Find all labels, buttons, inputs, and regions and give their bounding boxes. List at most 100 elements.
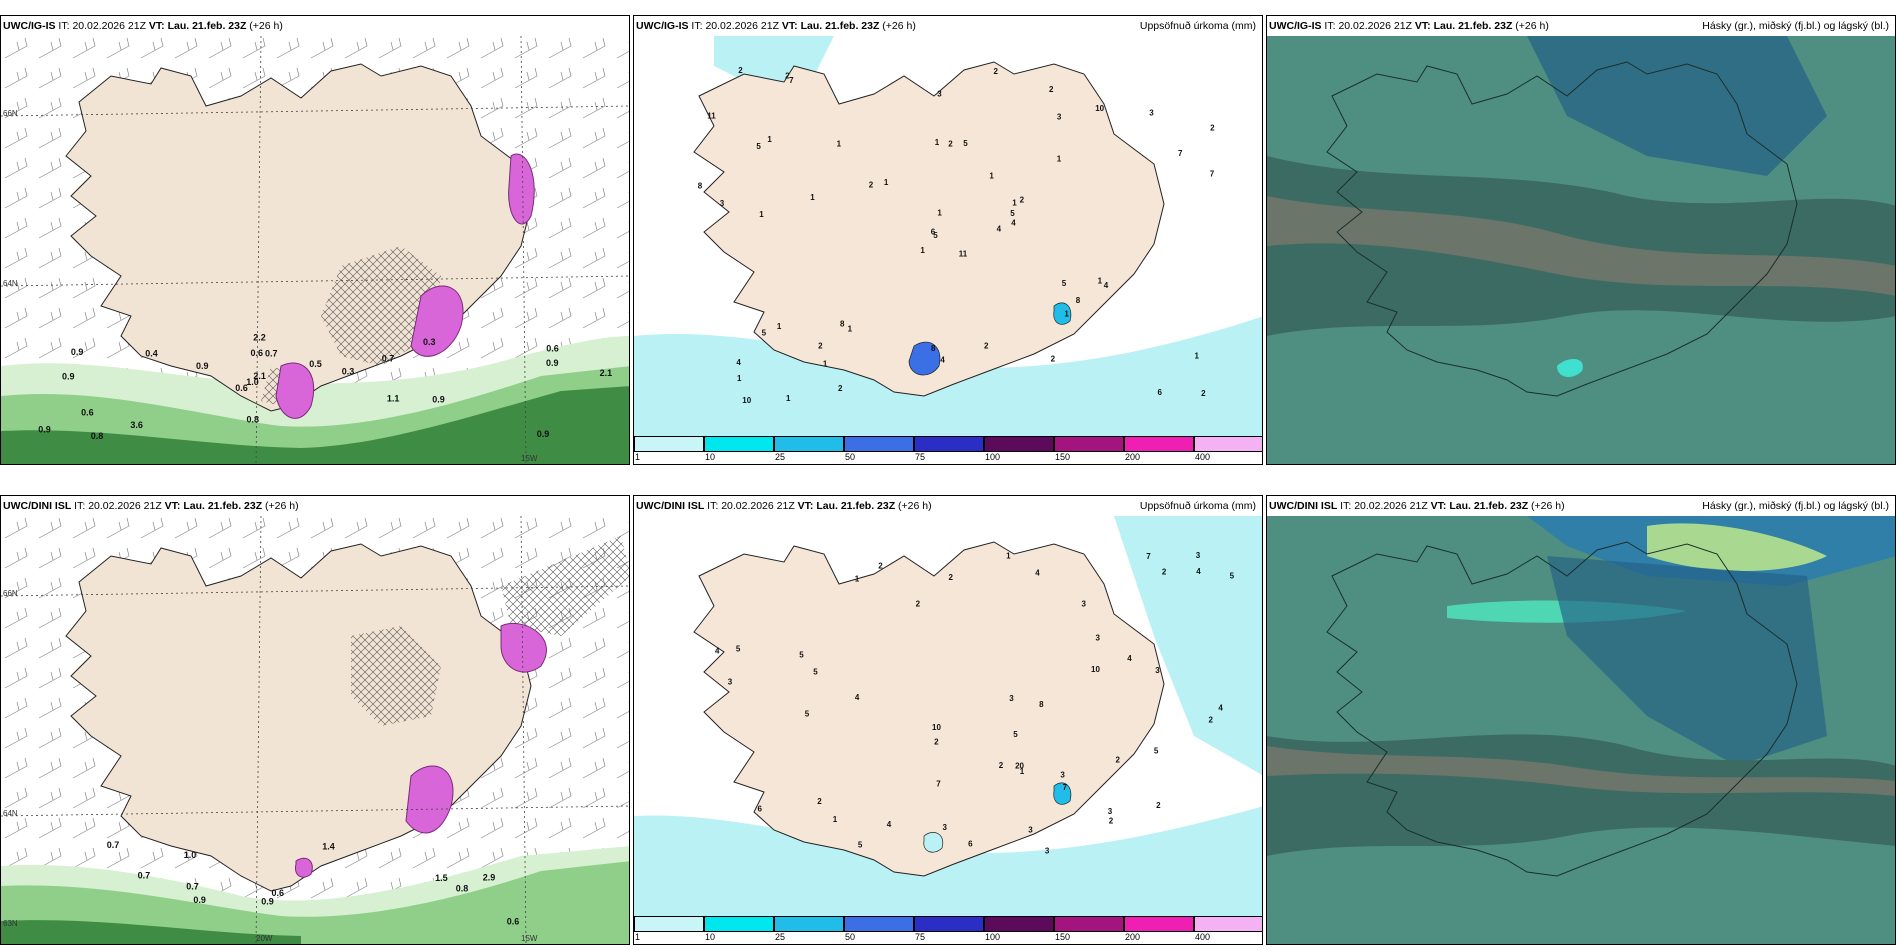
iceland-landmass [693,61,1165,397]
colorbar: 1 10 25 50 75 100 150 200 400 [634,916,1262,944]
colorbar-tick-label: 200 [1125,452,1141,462]
value-label: 0.8 [456,884,469,894]
value-label: 0.7 [186,882,199,892]
value-label: 5 [1154,747,1159,756]
value-label: 8 [931,344,936,353]
value-label: 1 [937,208,942,217]
model-name: UWC/IG-IS [3,20,56,32]
value-label: 10 [742,396,751,405]
value-label: 0.9 [537,429,550,439]
precip-area-east [1114,516,1262,775]
value-label: 5 [963,139,968,148]
cloud-map [1267,36,1895,464]
value-label: 0.8 [91,431,104,441]
value-label: 1 [855,574,860,583]
value-label: 0.9 [62,371,75,381]
value-label: 1 [1195,352,1200,361]
value-labels: 0.90.90.60.60.70.80.60.50.60.90.9 3.60.70… [38,332,612,441]
value-label: 2 [869,181,874,190]
colorbar-swatch [704,436,774,452]
model-name: UWC/DINI ISL [1269,500,1338,512]
cloud-spot [1557,359,1583,378]
panel-header: UWC/DINI ISL IT: 20.02.2026 21Z VT: Lau.… [1,496,629,516]
value-label: 2 [1020,196,1025,205]
value-label: 2 [817,797,822,806]
value-label: 5 [858,840,863,849]
colorbar-tick-label: 150 [1055,932,1071,942]
value-label: 2 [1209,716,1214,725]
value-label: 5 [799,650,804,659]
wind-map: 66N 64N 63N 20W 15W 0.60.70.70.80.61.00.… [1,516,629,944]
map-panel-bottom-left: UWC/DINI ISL IT: 20.02.2026 21Z VT: Lau.… [0,495,630,945]
value-label: 4 [940,356,945,365]
lead-time: (+26 h) [249,20,283,32]
value-label: 1 [1020,767,1025,776]
value-label: 5 [1013,730,1018,739]
lon-label: 15W [521,454,538,463]
value-label: 0.9 [196,361,209,371]
value-label: 3 [1108,807,1113,816]
colorbar-swatch [844,916,914,932]
vt-label: VT: [148,20,165,32]
snow-hatch-ne [501,536,629,636]
iceland-landmass [693,541,1165,877]
colorbar-tick-label: 200 [1125,932,1141,942]
value-label: 1 [786,394,791,403]
value-label: 0.8 [247,415,260,425]
lat-label: 63N [3,919,18,928]
colorbar-swatch [634,916,704,932]
mixed-precip-area-east [500,622,547,673]
precip-band-dark [1,920,301,944]
precip-max-south [923,832,944,853]
model-name: UWC/DINI ISL [3,500,72,512]
value-label: 0.9 [71,347,84,357]
value-label: 5 [933,231,938,240]
colorbar-swatch [774,436,844,452]
precip-max-south [908,341,941,376]
value-label: 1 [884,178,889,187]
value-label: 5 [1230,571,1235,580]
value-label: 2 [1201,389,1206,398]
value-label: 0.7 [107,840,120,850]
panel-header: UWC/DINI ISL IT: 20.02.2026 21Z VT: Lau.… [634,496,1262,516]
value-label: 10 [932,723,941,732]
value-label: 4 [736,358,741,367]
value-label: 0.6 [272,888,285,898]
value-label: 1 [777,322,782,331]
value-label: 3 [728,678,733,687]
value-label: 1 [767,135,772,144]
value-label: 2.1 [600,368,613,378]
colorbar-swatch [844,436,914,452]
panel-title: Uppsöfnuð úrkoma (mm) [1139,500,1256,512]
value-label: 1 [1064,310,1069,319]
lead-time: (+26 h) [1531,500,1565,512]
colorbar-swatch [1194,436,1262,452]
value-label: 2.1 [253,371,266,381]
mixed-precip-area-east [508,153,535,225]
value-label: 2 [948,139,953,148]
colorbar-tick-label: 50 [845,932,856,942]
panel-header: UWC/IG-IS IT: 20.02.2026 21Z VT: Lau. 21… [1267,16,1895,36]
value-label: 2 [1210,123,1215,132]
cloud-high-layer-central [1547,556,1827,766]
model-name: UWC/IG-IS [636,20,689,32]
colorbar-swatch [634,436,704,452]
value-label: 5 [736,644,741,653]
colorbar-swatch [1124,916,1194,932]
value-label: 1.5 [435,873,448,883]
lon-label: 20W [256,934,273,943]
init-time: 20.02.2026 21Z [1338,20,1412,32]
value-label: 4 [1104,281,1109,290]
valid-time: Lau. 21.feb. 23Z [800,20,880,32]
it-label: IT: [1324,20,1336,32]
colorbar: 1 10 25 50 75 100 150 200 400 [634,436,1262,464]
colorbar-tick-label: 75 [915,932,926,942]
value-label: 0.9 [432,394,445,404]
it-label: IT: [58,20,70,32]
value-label: 2 [994,67,999,76]
value-label: 0.3 [342,367,355,377]
value-label: 6 [968,839,973,848]
value-label: 4 [997,225,1002,234]
